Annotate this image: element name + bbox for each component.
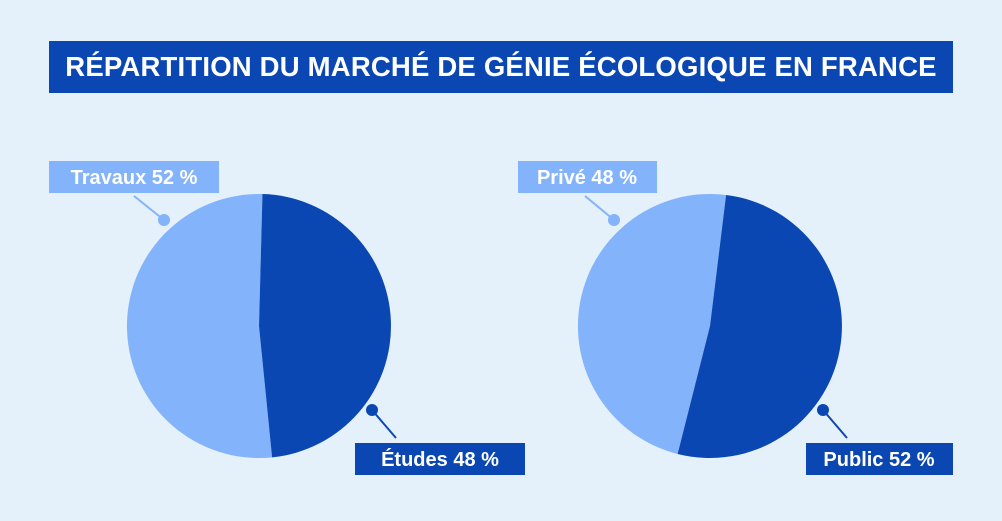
pie-1-label-travaux: Travaux 52 % [49, 161, 219, 193]
label-travaux: Travaux 52 % [71, 167, 198, 189]
pie-1-slice-travaux [126, 194, 273, 459]
pie-2-label-public: Public 52 % [806, 443, 953, 475]
pie-2-slice-public [677, 194, 842, 458]
pie-chart-2: Privé 48 % Public 52 % [518, 161, 953, 475]
pie-1-leader-etudes [366, 404, 397, 439]
chart-title: RÉPARTITION DU MARCHÉ DE GÉNIE ÉCOLOGIQU… [49, 41, 953, 93]
label-public: Public 52 % [823, 449, 934, 471]
label-prive: Privé 48 % [537, 167, 637, 189]
pie-2-leader-prive [584, 195, 620, 226]
label-etudes: Études 48 % [381, 448, 499, 471]
pie-2-leader-public [817, 404, 848, 439]
pie-1-label-etudes: Études 48 % [355, 443, 525, 475]
pie-1-slice-etudes [259, 194, 391, 458]
pie-1-leader-travaux [133, 195, 170, 226]
pie-2-slice-prive [577, 193, 727, 454]
pie-2-label-prive: Privé 48 % [518, 161, 657, 193]
pie-chart-1: Travaux 52 % Études 48 % [49, 161, 525, 475]
